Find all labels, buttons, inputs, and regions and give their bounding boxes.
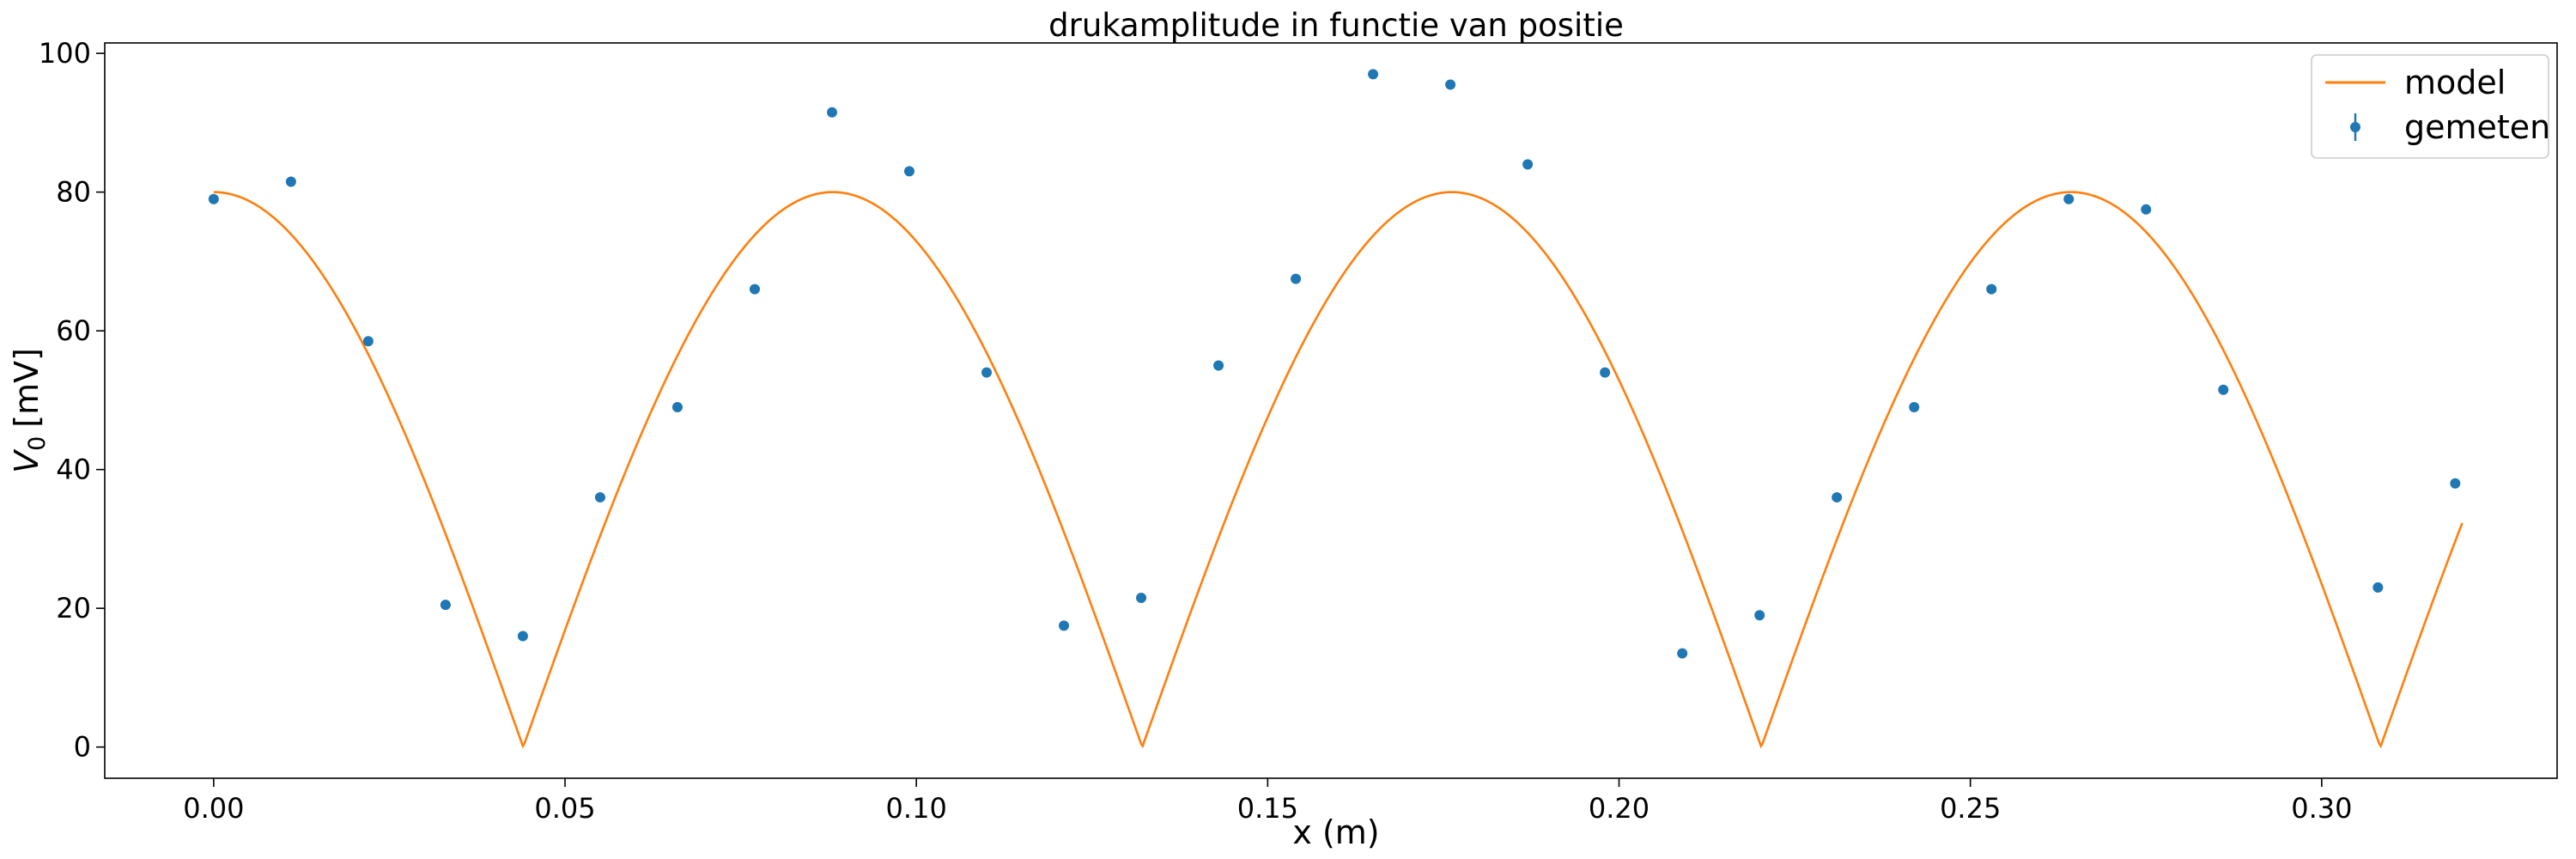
legend-gemeten-label: gemeten bbox=[2404, 108, 2550, 146]
data-point-gemeten bbox=[2372, 582, 2384, 593]
x-axis: 0.00 0.05 0.10 0.15 0.20 0.25 0.30 bbox=[183, 778, 2352, 825]
data-point-gemeten bbox=[1600, 367, 1611, 378]
x-tick-label: 0.00 bbox=[183, 792, 244, 825]
data-point-gemeten bbox=[904, 166, 914, 177]
data-point-gemeten bbox=[2450, 478, 2461, 489]
y-tick-label: 0 bbox=[74, 731, 91, 764]
data-point-gemeten bbox=[1368, 69, 1379, 80]
y-tick-label: 40 bbox=[56, 454, 91, 486]
y-tick-label: 100 bbox=[39, 37, 91, 70]
y-axis-label: V0 [mV] bbox=[8, 348, 51, 473]
data-point-gemeten bbox=[440, 600, 451, 611]
x-axis-label: x (m) bbox=[1292, 813, 1379, 851]
y-axis: 0 20 40 60 80 100 bbox=[39, 37, 105, 764]
data-point-gemeten bbox=[671, 401, 683, 412]
legend: model gemeten bbox=[2311, 54, 2550, 159]
data-point-gemeten bbox=[1136, 593, 1147, 604]
legend-model-label: model bbox=[2404, 64, 2506, 101]
data-point-gemeten bbox=[1291, 273, 1302, 284]
data-point-gemeten bbox=[208, 193, 219, 204]
data-point-gemeten bbox=[1522, 159, 1534, 170]
chart-title: drukamplitude in functie van positie bbox=[1048, 7, 1624, 44]
x-tick-label: 0.25 bbox=[1940, 792, 2001, 825]
data-point-gemeten bbox=[2141, 204, 2152, 215]
data-point-gemeten bbox=[285, 176, 296, 187]
data-point-gemeten bbox=[749, 283, 760, 295]
data-point-gemeten bbox=[1059, 620, 1070, 631]
plot-frame bbox=[104, 42, 2558, 779]
model-layer bbox=[213, 191, 2464, 749]
x-tick-label: 0.05 bbox=[534, 792, 595, 825]
data-point-gemeten bbox=[1832, 491, 1843, 503]
x-tick-label: 0.15 bbox=[1237, 792, 1298, 825]
x-tick-label: 0.30 bbox=[2291, 792, 2352, 825]
data-point-gemeten bbox=[1909, 401, 1920, 412]
data-point-gemeten bbox=[594, 491, 605, 503]
y-axis-label-unit: [mV] bbox=[8, 348, 46, 428]
data-point-gemeten bbox=[981, 367, 993, 378]
data-point-gemeten bbox=[362, 336, 374, 347]
y-tick-label: 60 bbox=[56, 314, 91, 347]
data-point-gemeten bbox=[1213, 360, 1224, 371]
data-point-gemeten bbox=[1677, 648, 1688, 659]
data-point-gemeten bbox=[826, 107, 837, 118]
data-point-gemeten bbox=[1754, 610, 1765, 621]
data-point-gemeten bbox=[1445, 79, 1456, 90]
points-layer bbox=[208, 69, 2461, 659]
y-axis-label-subscript: 0 bbox=[24, 436, 51, 451]
x-tick-label: 0.20 bbox=[1589, 792, 1649, 825]
y-tick-label: 20 bbox=[56, 592, 91, 624]
data-point-gemeten bbox=[517, 631, 528, 642]
legend-gemeten-swatch bbox=[2350, 122, 2360, 132]
legend-frame bbox=[2311, 54, 2549, 159]
plot-area bbox=[104, 42, 2558, 779]
data-point-gemeten bbox=[2063, 193, 2075, 204]
x-tick-label: 0.10 bbox=[886, 792, 947, 825]
model-line bbox=[213, 191, 2464, 749]
y-axis-label-symbol: V bbox=[8, 448, 46, 473]
y-tick-label: 80 bbox=[56, 176, 91, 209]
data-point-gemeten bbox=[1986, 283, 1997, 295]
data-point-gemeten bbox=[2218, 384, 2229, 395]
